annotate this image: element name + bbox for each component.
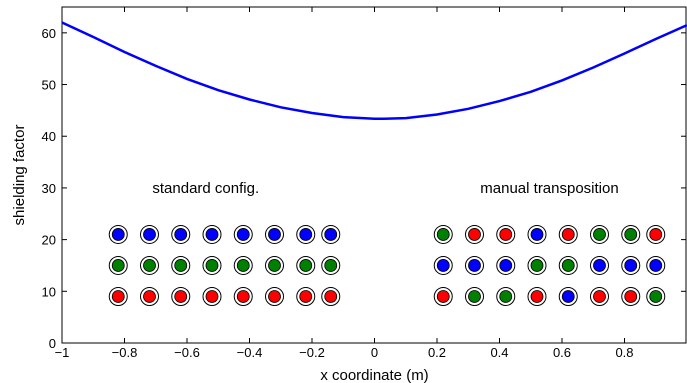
conductor-point: [236, 290, 250, 303]
conductor-point: [268, 259, 281, 272]
annotation-label: standard config.: [152, 180, 259, 197]
y-tick-label: 30: [42, 181, 56, 196]
conductor-point: [205, 259, 219, 272]
x-tick-label: 0.8: [615, 345, 633, 360]
x-tick-label: 0: [371, 345, 378, 360]
conductor-point: [468, 290, 481, 303]
tick-labels: −1 −0.8 −0.6 −0.4 −0.2 0 0.2 0.4 0.6 0.8 0 10 20 30 40…: [42, 26, 634, 360]
y-tick-label: 60: [42, 26, 56, 41]
conductor-point: [236, 259, 250, 272]
conductor-point: [268, 228, 281, 241]
conductor-point: [111, 259, 125, 272]
conductor-point: [499, 290, 513, 303]
conductor-point: [205, 228, 219, 241]
conductor-point: [649, 228, 663, 241]
x-tick-label: −1: [55, 345, 70, 360]
y-tick-label: 0: [49, 336, 56, 351]
conductor-group: [108, 224, 341, 306]
conductor-point: [174, 290, 188, 303]
conductor-point: [624, 228, 638, 241]
conductor-point: [561, 228, 575, 241]
conductor-point: [593, 228, 606, 241]
conductor-point: [499, 259, 513, 272]
y-tick-label: 20: [42, 233, 56, 248]
x-axis-label: x coordinate (m): [320, 367, 428, 383]
conductor-point: [324, 290, 338, 303]
conductor-point: [174, 228, 188, 241]
conductor-point: [468, 228, 481, 241]
conductor-point: [143, 228, 156, 241]
conductor-point: [561, 290, 575, 303]
conductor-point: [468, 259, 481, 272]
conductor-point: [205, 290, 219, 303]
conductor-point: [299, 228, 313, 241]
x-tick-label: −0.8: [112, 345, 138, 360]
conductor-point: [299, 259, 313, 272]
conductor-point: [593, 290, 606, 303]
conductor-group: [433, 224, 666, 306]
conductor-point: [530, 290, 544, 303]
x-tick-label: 0.4: [490, 345, 508, 360]
y-axis-label: shielding factor: [11, 125, 28, 226]
conductor-point: [436, 259, 450, 272]
conductor-point: [530, 259, 544, 272]
x-tick-label: 0.2: [428, 345, 446, 360]
y-tick-label: 40: [42, 129, 56, 144]
y-tick-label: 10: [42, 284, 56, 299]
conductor-point: [649, 290, 663, 303]
conductor-point: [324, 259, 338, 272]
conductor-point: [436, 290, 450, 303]
x-tick-label: −0.4: [237, 345, 263, 360]
plot-area: standard config. manual transposition: [61, 6, 687, 344]
conductor-point: [299, 290, 313, 303]
conductor-point: [530, 228, 544, 241]
conductor-point: [624, 259, 638, 272]
conductor-point: [236, 228, 250, 241]
annotation-label: manual transposition: [480, 180, 618, 197]
conductor-point: [649, 259, 663, 272]
x-tick-label: 0.6: [553, 345, 571, 360]
y-tick-label: 50: [42, 78, 56, 93]
conductor-point: [143, 259, 156, 272]
conductor-point: [111, 290, 125, 303]
series-line: [62, 21, 687, 120]
axis-ticks: [61, 7, 686, 344]
conductor-point: [436, 228, 450, 241]
x-tick-label: −0.2: [299, 345, 325, 360]
conductor-point: [111, 228, 125, 241]
conductor-point: [593, 259, 606, 272]
conductor-point: [324, 228, 338, 241]
conductor-point: [561, 259, 575, 272]
x-tick-label: −0.6: [174, 345, 200, 360]
conductor-point: [499, 228, 513, 241]
conductor-point: [143, 290, 156, 303]
conductor-point: [174, 259, 188, 272]
conductor-point: [624, 290, 638, 303]
conductor-point: [268, 290, 281, 303]
